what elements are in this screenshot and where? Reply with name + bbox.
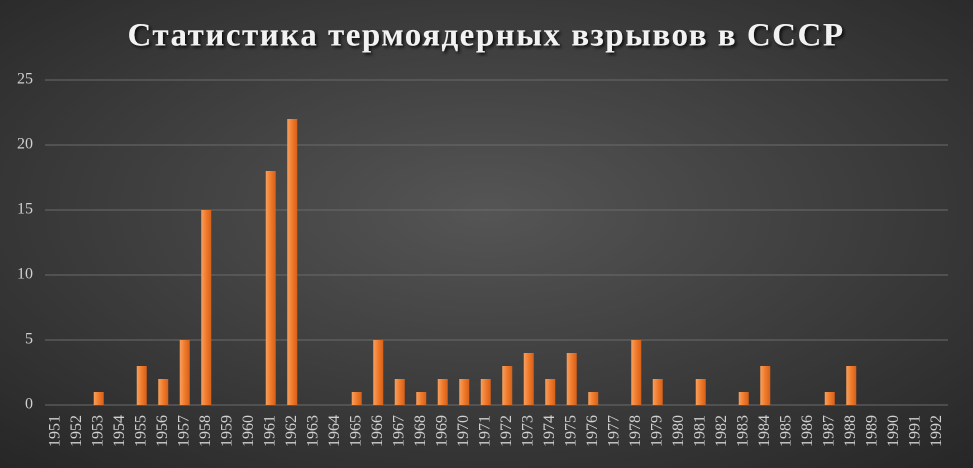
x-tick-label: 1977: [605, 415, 622, 447]
x-tick-label: 1979: [648, 415, 665, 447]
bar: [480, 379, 491, 405]
x-tick-label: 1978: [627, 415, 644, 447]
bar: [179, 340, 190, 405]
x-tick-label: 1966: [369, 415, 386, 447]
x-tick-label: 1975: [562, 415, 579, 447]
bar: [523, 353, 534, 405]
x-tick-label: 1955: [132, 415, 149, 447]
x-tick-label: 1968: [412, 415, 429, 447]
y-tick-label: 25: [17, 71, 33, 88]
x-tick-label: 1990: [885, 415, 902, 447]
x-tick-label: 1985: [777, 415, 794, 447]
x-tick-label: 1988: [842, 415, 859, 447]
x-tick-label: 1958: [197, 415, 214, 447]
x-tick-label: 1991: [906, 415, 923, 447]
x-tick-label: 1981: [691, 415, 708, 447]
x-tick-label: 1987: [820, 415, 837, 447]
bar: [738, 392, 749, 405]
x-tick-label: 1992: [928, 415, 945, 447]
x-tick-label: 1971: [476, 415, 493, 447]
bar: [265, 171, 276, 405]
bar: [760, 366, 771, 405]
bar: [158, 379, 169, 405]
bar: [652, 379, 663, 405]
bar: [824, 392, 835, 405]
x-tick-label: 1983: [734, 415, 751, 447]
x-tick-label: 1961: [261, 415, 278, 447]
y-tick-label: 15: [17, 201, 33, 218]
bar: [201, 210, 212, 405]
x-tick-label: 1965: [347, 415, 364, 447]
x-tick-label: 1963: [304, 415, 321, 447]
y-tick-label: 10: [17, 266, 33, 283]
x-tick-label: 1982: [713, 415, 730, 447]
y-tick-label: 5: [25, 331, 33, 348]
bar: [394, 379, 405, 405]
x-tick-label: 1962: [283, 415, 300, 447]
bar: [459, 379, 470, 405]
bar: [545, 379, 556, 405]
x-tick-label: 1964: [326, 415, 343, 447]
x-tick-label: 1969: [433, 415, 450, 447]
x-tick-label: 1970: [455, 415, 472, 447]
x-tick-label: 1956: [154, 415, 171, 447]
x-tick-label: 1967: [390, 415, 407, 447]
x-tick-label: 1980: [670, 415, 687, 447]
x-tick-label: 1974: [541, 415, 558, 447]
x-tick-label: 1954: [111, 415, 128, 447]
x-tick-label: 1986: [799, 415, 816, 447]
x-tick-label: 1953: [89, 415, 106, 447]
x-tick-label: 1973: [519, 415, 536, 447]
bar: [588, 392, 599, 405]
bar: [136, 366, 147, 405]
bar: [502, 366, 513, 405]
y-tick-label: 20: [17, 136, 33, 153]
bar: [287, 119, 298, 405]
chart-title: Статистика термоядерных взрывов в СССР: [128, 18, 845, 54]
bar: [351, 392, 362, 405]
x-tick-label: 1989: [863, 415, 880, 447]
x-tick-label: 1951: [46, 415, 63, 447]
x-tick-label: 1984: [756, 415, 773, 447]
x-tick-label: 1952: [68, 415, 85, 447]
bar: [373, 340, 384, 405]
x-tick-label: 1959: [218, 415, 235, 447]
x-tick-label: 1957: [175, 415, 192, 447]
x-tick-label: 1960: [240, 415, 257, 447]
bar: [93, 392, 104, 405]
y-tick-label: 0: [25, 396, 33, 413]
bar: [437, 379, 448, 405]
bar: [631, 340, 642, 405]
bar: [566, 353, 577, 405]
x-tick-label: 1976: [584, 415, 601, 447]
bar: [846, 366, 857, 405]
bar: [416, 392, 427, 405]
x-tick-label: 1972: [498, 415, 515, 447]
bar: [695, 379, 706, 405]
